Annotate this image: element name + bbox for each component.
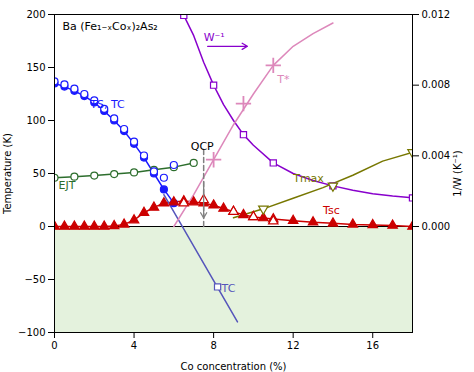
svg-text:Ba (Fe₁₋ₓCoₓ)₂As₂: Ba (Fe₁₋ₓCoₓ)₂As₂ — [62, 20, 157, 33]
svg-text:12: 12 — [287, 340, 300, 351]
svg-text:0.004: 0.004 — [422, 150, 451, 161]
svg-text:W⁻¹: W⁻¹ — [204, 31, 225, 44]
svg-text:0: 0 — [39, 221, 45, 232]
svg-text:4: 4 — [131, 340, 137, 351]
svg-text:EJT: EJT — [58, 179, 75, 192]
svg-text:−100: −100 — [18, 327, 45, 338]
svg-text:QCP: QCP — [191, 140, 214, 153]
svg-text:TC: TC — [221, 282, 236, 295]
svg-text:Tmax: Tmax — [292, 172, 324, 185]
svg-text:Temperature (K): Temperature (K) — [2, 133, 13, 215]
svg-text:−50: −50 — [24, 274, 45, 285]
svg-text:200: 200 — [26, 9, 45, 20]
svg-text:Tsc: Tsc — [322, 204, 340, 217]
svg-text:T*: T* — [276, 73, 290, 86]
svg-text:16: 16 — [366, 340, 379, 351]
svg-text:Co concentration (%): Co concentration (%) — [180, 361, 286, 372]
svg-text:150: 150 — [26, 62, 45, 73]
svg-text:8: 8 — [210, 340, 216, 351]
svg-text:0.000: 0.000 — [422, 221, 451, 232]
svg-text:0.008: 0.008 — [422, 79, 451, 90]
svg-text:50: 50 — [33, 168, 46, 179]
svg-text:100: 100 — [26, 115, 45, 126]
svg-text:TS, TC: TS, TC — [89, 98, 125, 111]
svg-text:0: 0 — [51, 340, 57, 351]
svg-text:0.012: 0.012 — [422, 9, 451, 20]
svg-text:1/W (K⁻¹): 1/W (K⁻¹) — [452, 150, 463, 197]
